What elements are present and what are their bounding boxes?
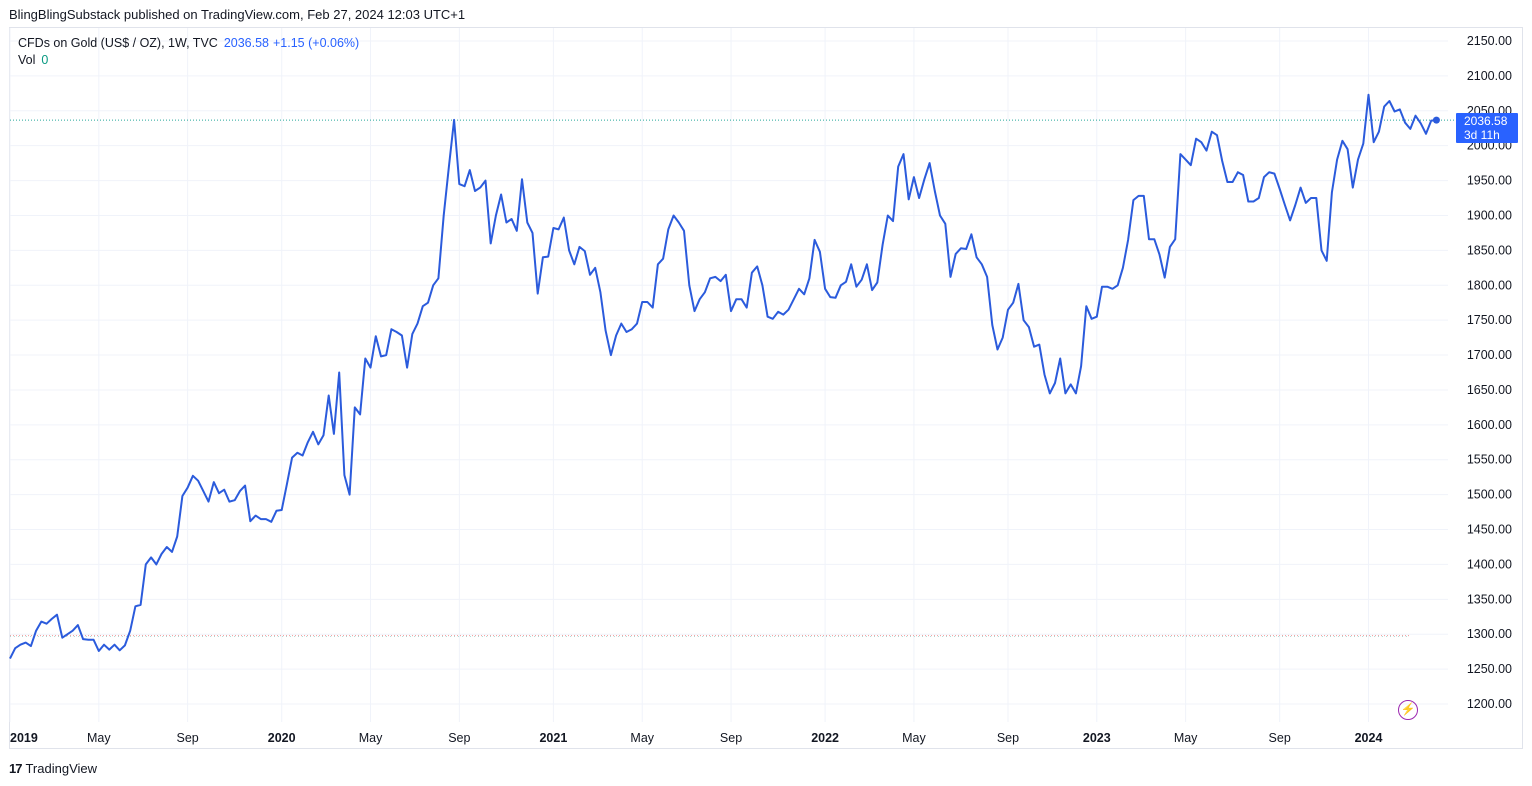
- y-tick-label: 1350.00: [1467, 592, 1512, 606]
- tradingview-logo[interactable]: 17 TradingView: [9, 761, 97, 776]
- last-price-tag: 2036.58 3d 11h: [1456, 113, 1518, 143]
- publisher-header: BlingBlingSubstack published on TradingV…: [9, 7, 466, 22]
- x-tick-label: Sep: [177, 731, 199, 745]
- y-tick-label: 1600.00: [1467, 418, 1512, 432]
- flash-icon[interactable]: ⚡: [1398, 700, 1418, 720]
- y-tick-label: 1650.00: [1467, 383, 1512, 397]
- y-axis: 1200.00 1250.00 1300.00 1350.00 1400.00 1450.…: [1467, 34, 1512, 711]
- chart-legend: CFDs on Gold (US$ / OZ), 1W, TVC 2036.58 +…: [18, 35, 359, 69]
- y-tick-label: 1250.00: [1467, 662, 1512, 676]
- y-tick-label: 1950.00: [1467, 174, 1512, 188]
- y-tick-label: 1550.00: [1467, 453, 1512, 467]
- symbol-label: CFDs on Gold (US$ / OZ), 1W, TVC: [18, 36, 218, 50]
- x-tick-label: Sep: [997, 731, 1019, 745]
- x-tick-label: Sep: [448, 731, 470, 745]
- reference-line: [10, 635, 1410, 637]
- tradingview-wordmark: TradingView: [25, 761, 98, 776]
- tradingview-mark-icon: 17: [9, 761, 23, 776]
- x-tick-label: Sep: [1269, 731, 1291, 745]
- x-tick-label: May: [1174, 731, 1198, 745]
- price-change-value: +1.15 (+0.06%): [273, 36, 360, 50]
- y-tick-label: 1400.00: [1467, 557, 1512, 571]
- price-tag-value: 2036.58: [1464, 114, 1508, 128]
- y-tick-label: 1300.00: [1467, 627, 1512, 641]
- y-tick-label: 1850.00: [1467, 243, 1512, 257]
- series-line: [9, 93, 1440, 660]
- x-tick-label: 2020: [268, 731, 296, 745]
- volume-label: Vol: [18, 53, 36, 67]
- x-axis: 2019 May Sep 2020 May Sep 2021 May Sep 2022 May Sep…: [10, 731, 1382, 745]
- grid: [9, 28, 1448, 722]
- y-tick-label: 1450.00: [1467, 523, 1512, 537]
- y-tick-label: 1500.00: [1467, 488, 1512, 502]
- y-tick-label: 1750.00: [1467, 313, 1512, 327]
- price-line: [9, 93, 1437, 660]
- x-tick-label: Sep: [720, 731, 742, 745]
- x-tick-label: 2023: [1083, 731, 1111, 745]
- x-tick-label: May: [359, 731, 383, 745]
- x-tick-label: 2022: [811, 731, 839, 745]
- y-tick-label: 1700.00: [1467, 348, 1512, 362]
- y-tick-label: 1200.00: [1467, 697, 1512, 711]
- x-tick-label: 2024: [1355, 731, 1383, 745]
- y-tick-label: 1800.00: [1467, 278, 1512, 292]
- last-point-marker: [1432, 116, 1440, 124]
- x-tick-label: 2021: [539, 731, 567, 745]
- y-tick-label: 1900.00: [1467, 208, 1512, 222]
- x-tick-label: May: [902, 731, 926, 745]
- price-tag-countdown: 3d 11h: [1464, 128, 1500, 142]
- x-tick-label: May: [87, 731, 111, 745]
- volume-value: 0: [41, 53, 49, 67]
- y-tick-label: 2100.00: [1467, 69, 1512, 83]
- last-price-value: 2036.58: [223, 36, 269, 50]
- x-tick-label: 2019: [10, 731, 38, 745]
- x-tick-label: May: [630, 731, 654, 745]
- y-tick-label: 2150.00: [1467, 34, 1512, 48]
